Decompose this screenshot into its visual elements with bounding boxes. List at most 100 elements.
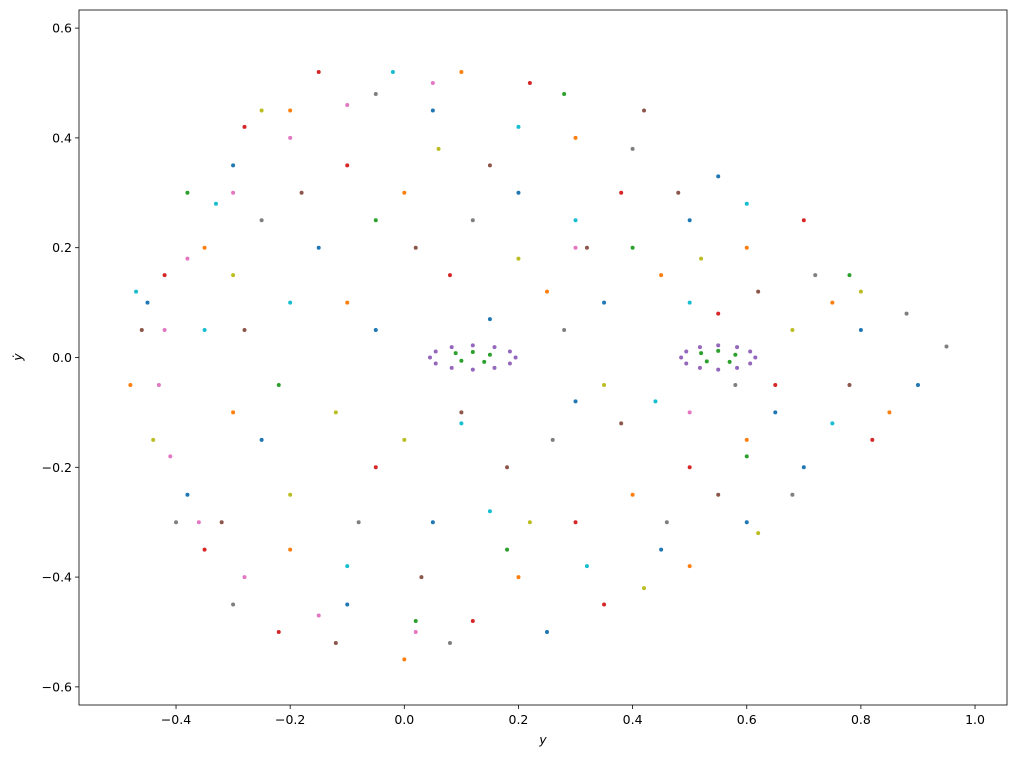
point xyxy=(744,437,749,442)
point xyxy=(716,492,721,497)
point xyxy=(316,70,321,75)
point xyxy=(447,273,452,278)
point xyxy=(684,361,689,366)
point xyxy=(213,201,218,206)
point xyxy=(550,437,555,442)
point xyxy=(288,135,293,140)
point xyxy=(944,344,949,349)
point xyxy=(716,367,721,372)
point xyxy=(151,437,156,442)
point xyxy=(735,365,740,370)
point xyxy=(156,382,161,387)
point xyxy=(356,520,361,525)
point xyxy=(858,289,863,294)
point xyxy=(402,437,407,442)
point xyxy=(242,575,247,580)
point xyxy=(642,586,647,591)
point xyxy=(345,163,350,168)
point xyxy=(602,382,607,387)
point xyxy=(573,245,578,250)
x-tick-label: −0.2 xyxy=(275,712,305,727)
point xyxy=(470,619,475,624)
point xyxy=(870,437,875,442)
point xyxy=(288,300,293,305)
point xyxy=(573,135,578,140)
point xyxy=(753,355,758,360)
point xyxy=(430,520,435,525)
point xyxy=(584,564,589,569)
point xyxy=(231,190,236,195)
point xyxy=(373,218,378,223)
point xyxy=(573,520,578,525)
point xyxy=(185,492,190,497)
point xyxy=(904,311,909,316)
y-axis-label: ẏ xyxy=(10,353,25,362)
point xyxy=(373,91,378,96)
point xyxy=(733,352,738,357)
point xyxy=(433,361,438,366)
point xyxy=(288,547,293,552)
point xyxy=(790,492,795,497)
point xyxy=(584,245,589,250)
point xyxy=(507,361,512,366)
point xyxy=(427,355,432,360)
point xyxy=(492,345,497,350)
point xyxy=(436,146,441,151)
point xyxy=(459,421,464,426)
plot-frame xyxy=(78,9,1008,706)
point xyxy=(704,359,709,364)
point xyxy=(470,343,475,348)
point xyxy=(373,465,378,470)
point xyxy=(345,300,350,305)
point xyxy=(748,361,753,366)
y-tick-label: 0.4 xyxy=(52,130,72,145)
point xyxy=(630,146,635,151)
point xyxy=(288,492,293,497)
point xyxy=(847,382,852,387)
point xyxy=(505,465,510,470)
point xyxy=(345,602,350,607)
point xyxy=(139,328,144,333)
point xyxy=(196,520,201,525)
point xyxy=(687,410,692,415)
point xyxy=(716,343,721,348)
point xyxy=(259,108,264,113)
point xyxy=(231,273,236,278)
point xyxy=(699,351,704,356)
point xyxy=(430,108,435,113)
point xyxy=(487,352,492,357)
point xyxy=(659,273,664,278)
point xyxy=(744,520,749,525)
point xyxy=(830,300,835,305)
point xyxy=(276,382,281,387)
point xyxy=(459,410,464,415)
point xyxy=(773,382,778,387)
point xyxy=(513,355,518,360)
point xyxy=(402,190,407,195)
point xyxy=(659,547,664,552)
point xyxy=(813,273,818,278)
point xyxy=(449,365,454,370)
point xyxy=(259,437,264,442)
point xyxy=(527,520,532,525)
point xyxy=(562,328,567,333)
x-tick-label: 0.4 xyxy=(623,712,643,727)
point xyxy=(727,359,732,364)
point xyxy=(527,81,532,86)
point xyxy=(231,163,236,168)
point xyxy=(756,531,761,536)
point xyxy=(687,465,692,470)
point xyxy=(801,465,806,470)
point xyxy=(430,81,435,86)
point xyxy=(259,218,264,223)
point xyxy=(697,365,702,370)
point xyxy=(756,289,761,294)
y-tick-label: 0.0 xyxy=(52,350,72,365)
point xyxy=(684,349,689,354)
point xyxy=(735,345,740,350)
point xyxy=(276,629,281,634)
y-tick-label: 0.6 xyxy=(52,21,72,36)
point xyxy=(801,218,806,223)
point xyxy=(487,509,492,514)
